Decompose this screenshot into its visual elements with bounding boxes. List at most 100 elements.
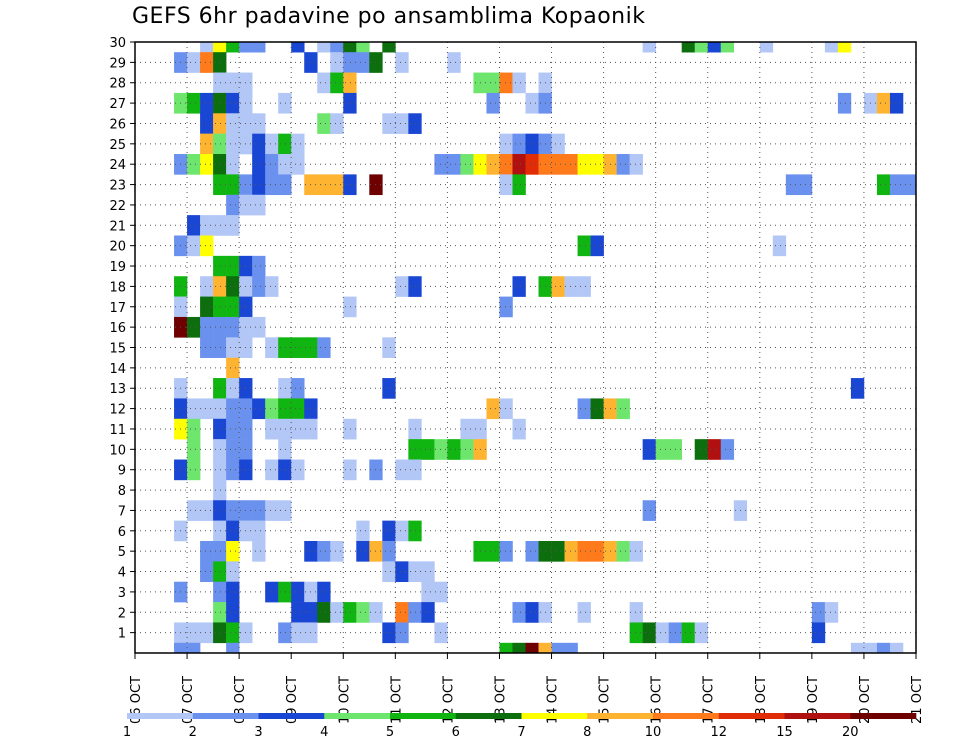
heatmap-cell xyxy=(486,72,500,94)
y-tick-label: 7 xyxy=(118,504,126,519)
y-tick-label: 24 xyxy=(109,158,126,173)
heatmap-cell xyxy=(252,500,266,521)
heatmap-cell xyxy=(395,561,409,583)
heatmap-cell xyxy=(564,276,578,297)
y-tick-label: 29 xyxy=(109,56,126,71)
heatmap-cell xyxy=(252,540,266,562)
heatmap-cell xyxy=(226,459,240,481)
heatmap-cell xyxy=(252,194,266,216)
y-tick-label: 5 xyxy=(118,545,126,560)
heatmap-cell xyxy=(382,337,396,358)
heatmap-cell xyxy=(811,602,826,623)
legend-label: 4 xyxy=(320,725,328,740)
y-tick-label: 28 xyxy=(109,77,126,92)
x-tick-label: 16 OCT xyxy=(650,676,665,724)
heatmap-cell xyxy=(226,561,240,583)
heatmap-cell xyxy=(200,133,214,155)
legend-label: 7 xyxy=(517,725,525,740)
heatmap-cell xyxy=(187,92,201,114)
heatmap-cell xyxy=(343,459,357,481)
heatmap-cell xyxy=(265,418,279,440)
heatmap-cell xyxy=(200,500,214,521)
y-tick-label: 13 xyxy=(109,382,126,397)
heatmap-cell xyxy=(252,42,266,53)
heatmap-cell xyxy=(343,296,357,318)
heatmap-cell xyxy=(447,154,461,175)
legend-swatch xyxy=(324,713,391,719)
heatmap-cell xyxy=(577,602,591,623)
heatmap-cell xyxy=(590,540,604,562)
heatmap-cell xyxy=(642,500,656,521)
x-tick-label: 09 OCT xyxy=(285,676,300,724)
heatmap-cell xyxy=(226,174,240,196)
heatmap-cell xyxy=(330,72,344,94)
heatmap-cell xyxy=(590,398,604,420)
heatmap-cell xyxy=(226,133,240,155)
heatmap-cell xyxy=(330,52,344,73)
heatmap-cell xyxy=(200,113,214,134)
legend-swatch xyxy=(653,713,720,719)
heatmap-cell xyxy=(278,133,292,155)
heatmap-cell xyxy=(187,154,201,175)
heatmap-cell xyxy=(213,72,227,94)
heatmap-cell xyxy=(382,540,396,562)
x-tick-label: 14 OCT xyxy=(546,676,561,724)
heatmap-cell xyxy=(252,133,266,155)
heatmap-cell xyxy=(213,439,227,460)
heatmap-cell xyxy=(226,357,240,379)
y-tick-label: 22 xyxy=(109,199,126,214)
legend-label: 1 xyxy=(123,725,131,740)
heatmap-cell xyxy=(291,581,305,603)
heatmap-cell xyxy=(525,642,539,654)
y-tick-label: 6 xyxy=(118,525,126,540)
heatmap-cell xyxy=(512,642,526,654)
heatmap-cell xyxy=(200,398,214,420)
heatmap-cell xyxy=(499,540,513,562)
heatmap-cell xyxy=(694,439,709,460)
heatmap-cell xyxy=(213,113,227,134)
heatmap-cell xyxy=(343,418,357,440)
x-tick-label: 20 OCT xyxy=(858,676,873,724)
heatmap-cell xyxy=(252,316,266,338)
heatmap-cell xyxy=(291,398,305,420)
x-axis: 06 OCT 07 OCT 08 OCT 09 OCT 10 OCT 11 OCT 12 O… xyxy=(129,653,925,724)
heatmap-cell xyxy=(252,520,266,542)
heatmap-cell xyxy=(213,154,227,175)
x-tick-label: 13 OCT xyxy=(493,676,508,724)
heatmap-cell xyxy=(278,459,292,481)
legend-label: 15 xyxy=(776,725,793,740)
heatmap-cell xyxy=(291,154,305,175)
y-tick-label: 4 xyxy=(118,566,126,581)
heatmap-cell xyxy=(291,337,305,358)
y-tick-label: 8 xyxy=(118,484,126,499)
heatmap-cell xyxy=(265,581,279,603)
heatmap-cell xyxy=(278,337,292,358)
heatmap-cell xyxy=(343,72,357,94)
heatmap-cell xyxy=(837,42,852,53)
heatmap-cell xyxy=(707,439,722,460)
heatmap-cell xyxy=(213,459,227,481)
heatmap-cell xyxy=(291,133,305,155)
heatmap-cell xyxy=(291,459,305,481)
heatmap-cell xyxy=(824,42,839,53)
heatmap-cell xyxy=(837,92,852,114)
heatmap-cell xyxy=(200,622,214,644)
heatmap-cell xyxy=(356,42,370,53)
y-tick-label: 30 xyxy=(109,36,126,51)
heatmap-cell xyxy=(486,398,500,420)
heatmap-cell xyxy=(525,154,539,175)
x-tick-label: 06 OCT xyxy=(129,676,144,724)
heatmap-cell xyxy=(213,520,227,542)
legend-swatch xyxy=(258,713,325,719)
heatmap-cell xyxy=(421,602,435,623)
heatmap-cell xyxy=(278,92,292,114)
heatmap-cell xyxy=(629,602,643,623)
heatmap-cell xyxy=(226,520,240,542)
heatmap-cell xyxy=(538,642,552,654)
heatmap-cell xyxy=(694,42,709,53)
heatmap-cell xyxy=(343,174,357,196)
heatmap-cell xyxy=(655,439,669,460)
heatmap-cell xyxy=(642,439,656,460)
heatmap-cell xyxy=(499,72,513,94)
